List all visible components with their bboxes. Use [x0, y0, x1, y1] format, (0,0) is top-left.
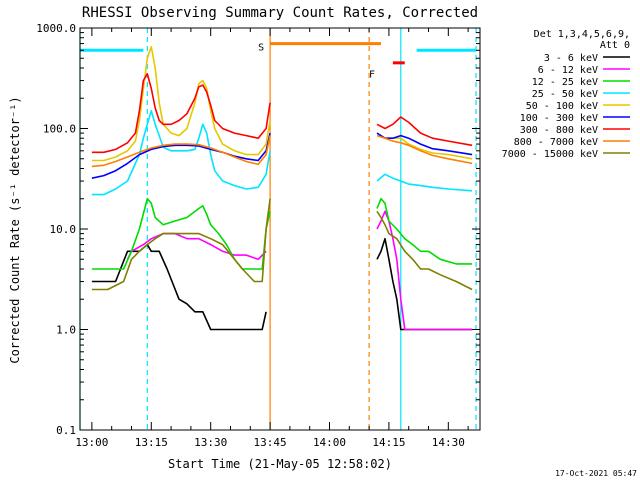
y-tick-label-3: 100.0: [43, 123, 76, 136]
series-line-0: [91, 237, 473, 331]
x-tick-label-5: 14:15: [372, 436, 405, 449]
x-tick-label-0: 13:00: [75, 436, 108, 449]
y-tick-label-4: 1000.0: [36, 22, 76, 35]
plot-area: S F 0.1 1.0 10.0 100.0 1000.0 13:00 13:15 13:30 13…: [36, 22, 481, 449]
legend-label-0: 3 - 6 keV: [544, 53, 598, 64]
x-tick-label-4: 14:00: [313, 436, 346, 449]
series-line-4: [91, 46, 473, 162]
footer-timestamp: 17-Oct-2021 05:47: [555, 469, 637, 478]
y-tick-label-0: 0.1: [56, 424, 76, 437]
legend-label-6: 300 - 800 keV: [520, 125, 598, 136]
legend-label-7: 800 - 7000 keV: [514, 137, 598, 148]
x-tick-label-6: 14:30: [432, 436, 465, 449]
legend-header-1: Att 0: [600, 40, 630, 51]
series-line-3: [91, 110, 473, 196]
series-line-6: [91, 73, 473, 154]
y-tick-label-2: 10.0: [50, 223, 77, 236]
marker-label-S: S: [258, 42, 264, 53]
series-line-1: [126, 210, 473, 331]
legend-header-0: Det 1,3,4,5,6,9,: [534, 29, 630, 40]
series-line-8: [91, 198, 473, 291]
legend-label-3: 25 - 50 keV: [532, 89, 598, 100]
marker-label-F: F: [369, 70, 375, 81]
series-line-2: [91, 197, 473, 270]
legend-label-1: 6 - 12 keV: [538, 65, 598, 76]
y-axis-label: Corrected Count Rate (s⁻¹ detector⁻¹): [8, 96, 22, 363]
x-tick-label-3: 13:45: [254, 436, 287, 449]
series-line-5: [91, 132, 473, 179]
x-tick-label-1: 13:15: [135, 436, 168, 449]
x-axis-label: Start Time (21-May-05 12:58:02): [168, 457, 392, 471]
legend-label-2: 12 - 25 keV: [532, 77, 598, 88]
x-tick-label-2: 13:30: [194, 436, 227, 449]
y-tick-label-1: 1.0: [56, 324, 76, 337]
chart-title: RHESSI Observing Summary Count Rates, Co…: [82, 5, 478, 21]
series-line-7: [91, 134, 473, 168]
legend-label-5: 100 - 300 keV: [520, 113, 598, 124]
legend-label-8: 7000 - 15000 keV: [502, 149, 598, 160]
legend-label-4: 50 - 100 keV: [526, 101, 598, 112]
